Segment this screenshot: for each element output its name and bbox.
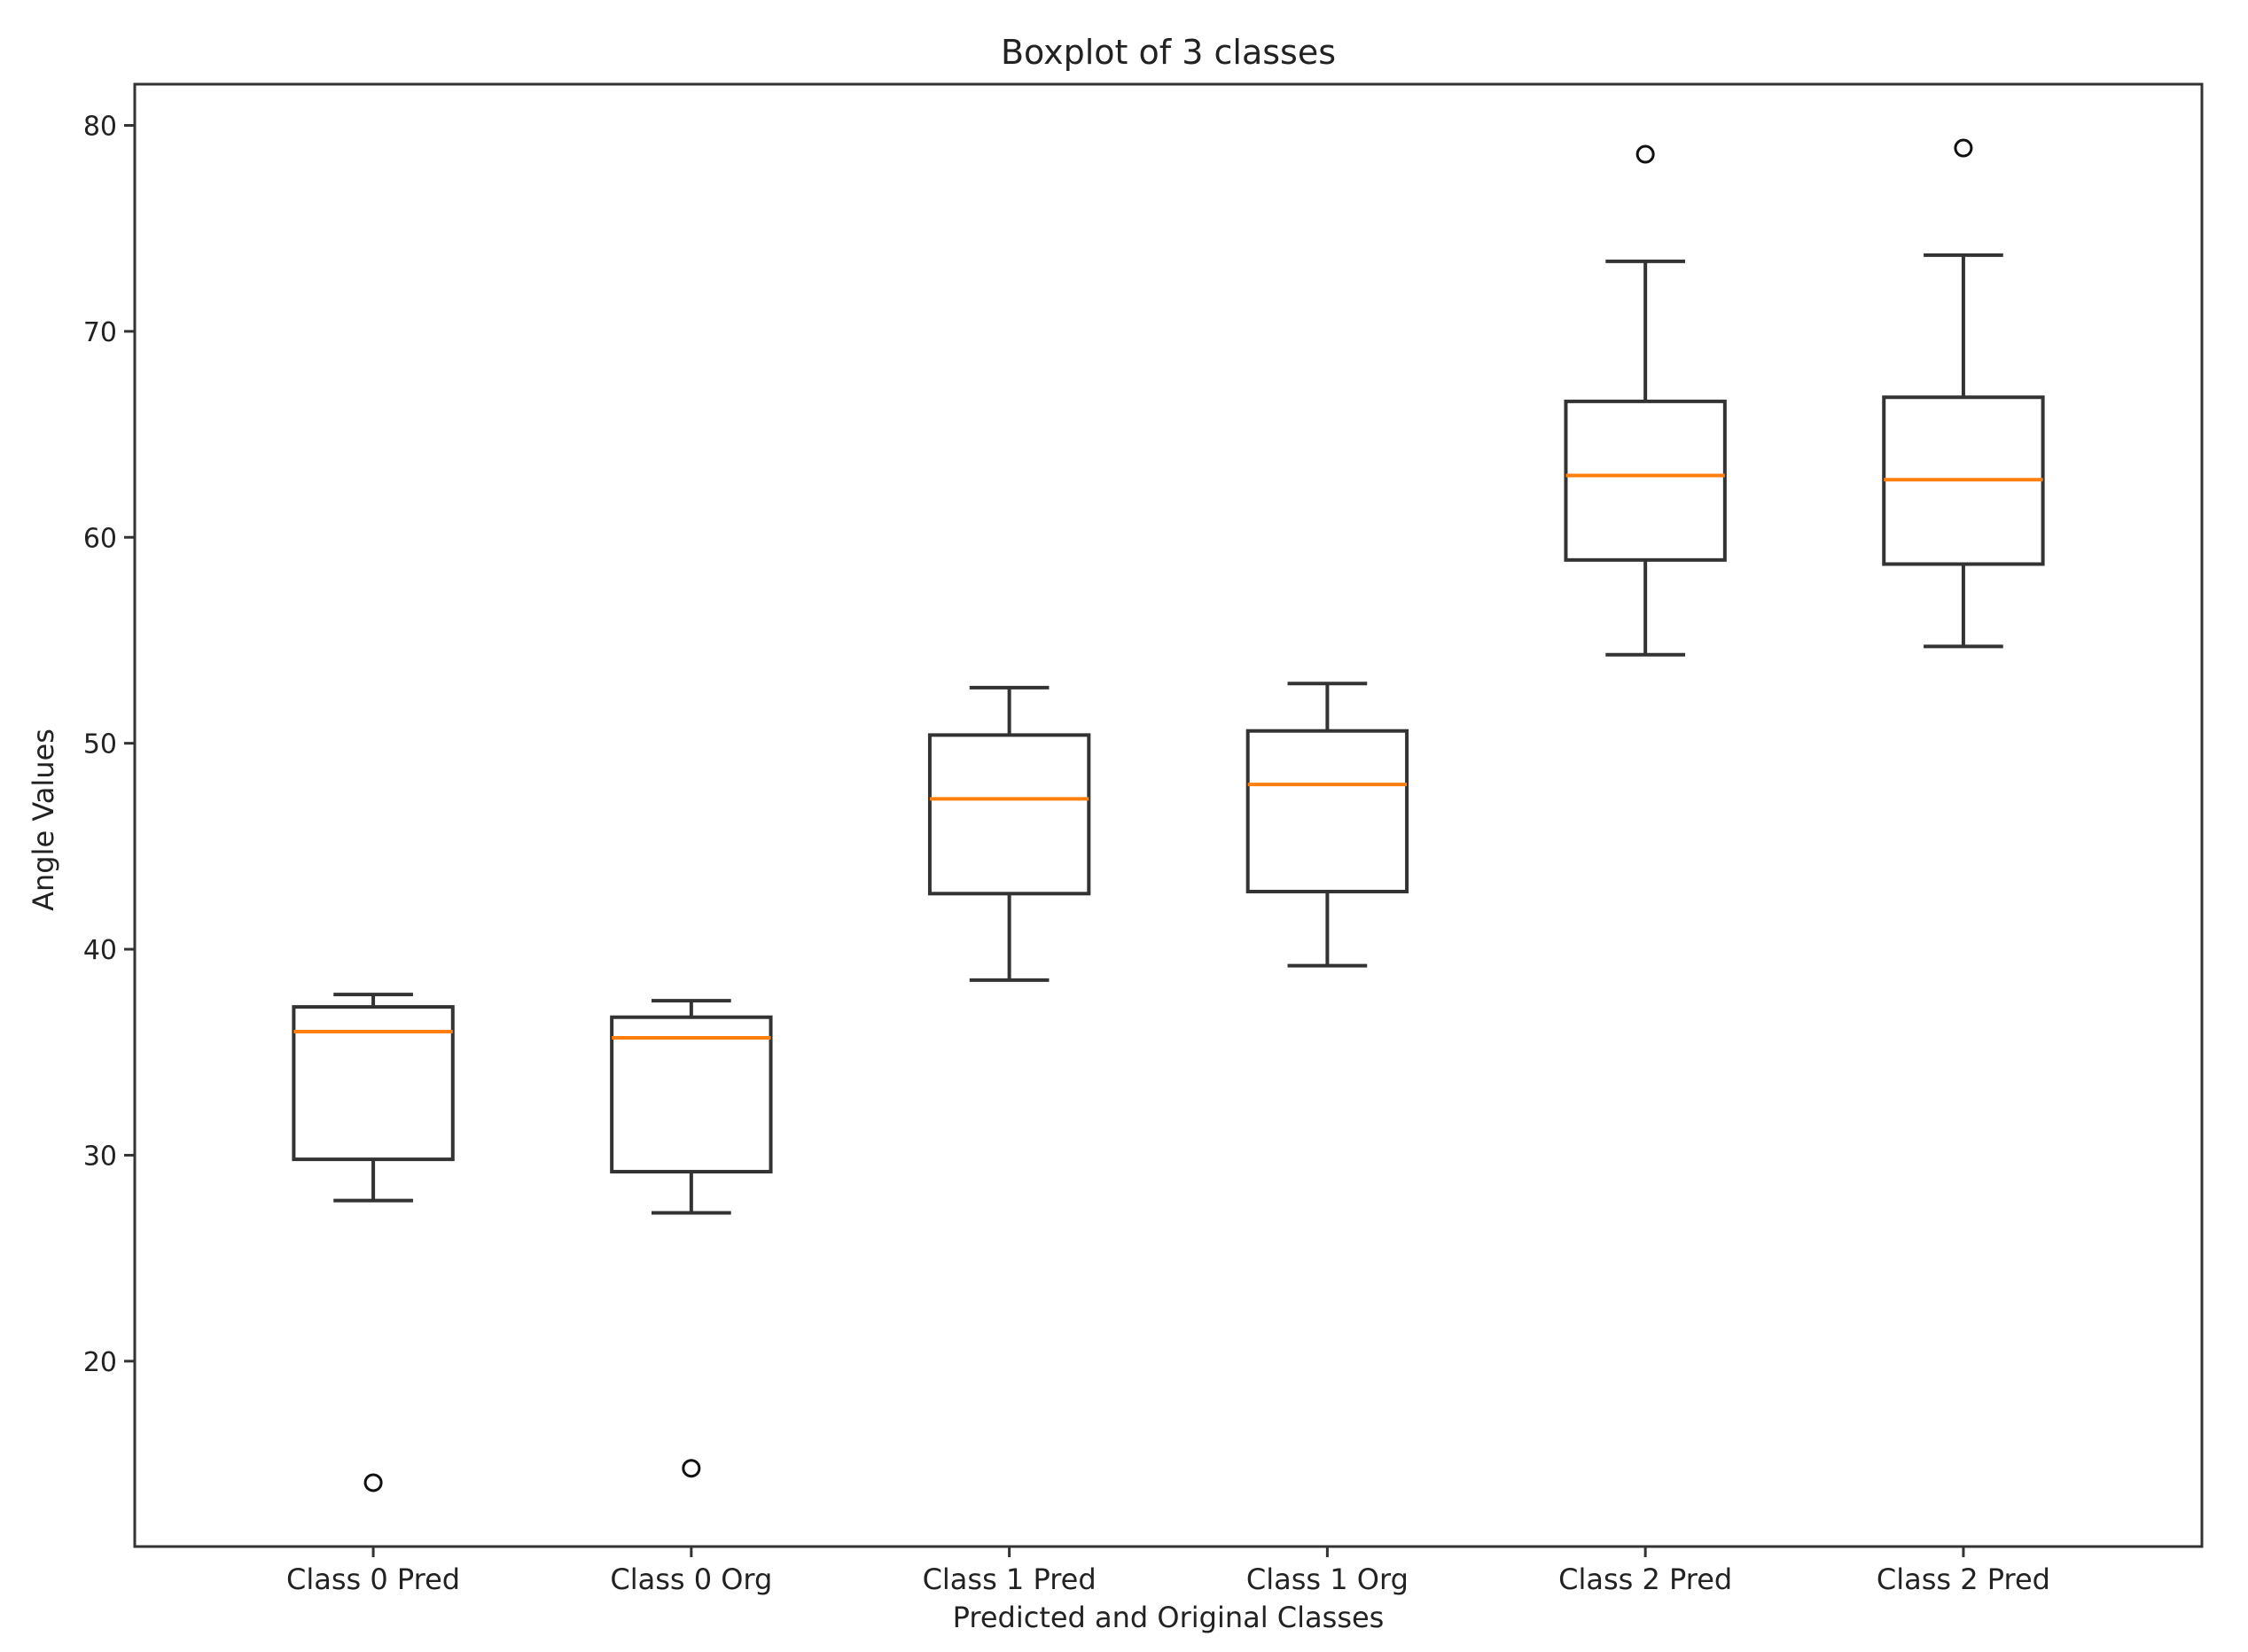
y-tick-label: 20 (83, 1347, 117, 1378)
box-1-iqr-box (292, 1005, 455, 1162)
axes-frame (133, 82, 2204, 1548)
plot-area: 20 30 40 50 60 70 80 Class 0 Pred Class 0 Org Cla… (83, 111, 2050, 1596)
x-tick-label: Class 2 Pred (1877, 1562, 2050, 1596)
x-tick-label: Class 0 Org (610, 1562, 772, 1596)
box-3-iqr-box (927, 733, 1091, 896)
y-tick-label: 60 (83, 523, 117, 554)
box-1-outlier (363, 1473, 383, 1492)
y-tick-label: 50 (83, 729, 117, 760)
y-axis-label: Angle Values (27, 729, 60, 911)
y-tick-label: 80 (83, 111, 117, 142)
x-tick-label: Class 0 Pred (286, 1562, 460, 1596)
chart-title: Boxplot of 3 classes (1001, 33, 1336, 72)
box-2-iqr-box (610, 1015, 773, 1174)
box-4-iqr-box (1245, 729, 1409, 893)
x-tick-label: Class 2 Pred (1558, 1562, 1732, 1596)
y-tick-label: 30 (83, 1141, 117, 1172)
box-2-outlier (682, 1459, 701, 1478)
y-tick-label: 70 (83, 317, 117, 348)
x-tick-label: Class 1 Pred (923, 1562, 1097, 1596)
y-tick-label: 40 (83, 935, 117, 966)
box-5-outlier (1635, 144, 1655, 164)
x-axis-label: Predicted and Original Classes (953, 1601, 1385, 1634)
box-6-outlier (1954, 138, 1973, 158)
box-5-iqr-box (1564, 399, 1727, 562)
x-tick-label: Class 1 Org (1246, 1562, 1409, 1596)
